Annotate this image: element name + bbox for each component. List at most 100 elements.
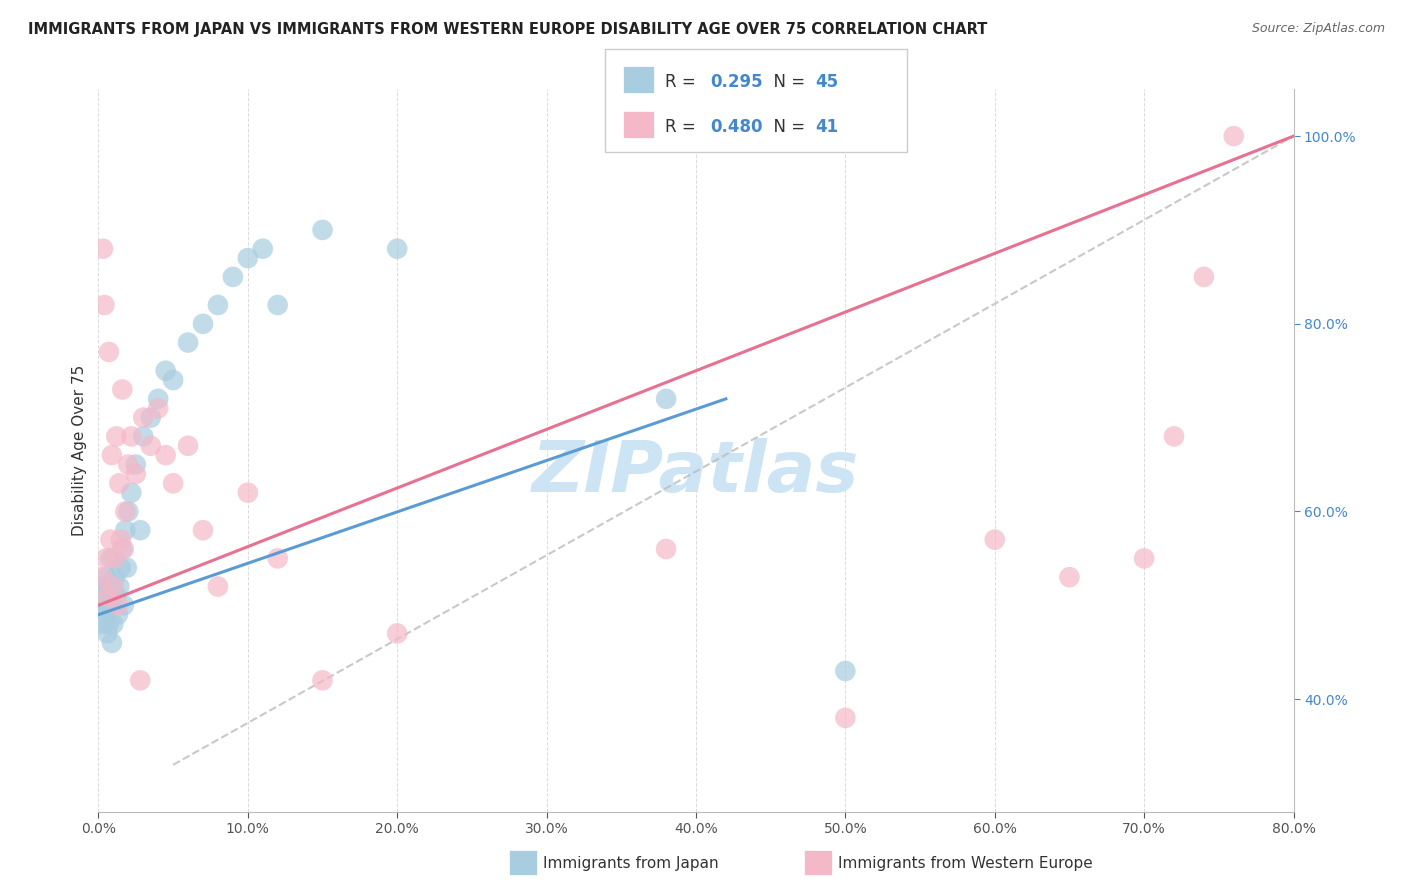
Point [105,429,128,443]
Text: 45: 45 [815,72,838,91]
Point [103,580,125,594]
Text: 41: 41 [815,118,838,136]
Point [97,617,120,632]
Point [207,298,229,312]
Point [1192,269,1215,284]
Text: Immigrants from Japan: Immigrants from Japan [543,856,718,871]
Point [191,317,214,331]
Point [655,392,678,406]
Point [91,617,114,632]
Point [834,664,856,678]
Point [115,560,138,574]
Point [129,673,152,688]
Text: R =: R = [665,72,702,91]
Point [1133,551,1156,566]
Point [101,636,124,650]
Point [139,439,162,453]
Point [129,523,152,537]
Point [155,448,177,462]
Point [117,504,139,518]
Point [98,599,122,613]
Point [236,485,259,500]
Point [105,589,128,603]
Point [111,383,134,397]
Point [91,580,114,594]
Point [132,429,155,443]
Point [97,580,120,594]
Point [252,242,274,256]
Point [94,570,117,584]
Point [125,467,148,481]
Point [112,599,135,613]
Text: R =: R = [665,118,702,136]
Point [177,439,200,453]
Text: ZIPatlas: ZIPatlas [533,438,859,507]
Point [112,541,135,556]
Point [110,533,132,547]
Text: 0.480: 0.480 [710,118,762,136]
Text: Immigrants from Western Europe: Immigrants from Western Europe [838,856,1092,871]
Point [114,504,136,518]
Point [93,589,115,603]
Text: N =: N = [763,72,811,91]
Point [139,410,162,425]
Point [98,533,122,547]
Point [132,410,155,425]
Point [311,673,333,688]
Point [117,458,139,472]
Point [155,364,177,378]
Point [120,429,142,443]
Point [101,589,124,603]
Point [114,523,136,537]
Point [104,570,127,584]
Point [90,570,112,584]
Point [120,485,142,500]
Text: IMMIGRANTS FROM JAPAN VS IMMIGRANTS FROM WESTERN EUROPE DISABILITY AGE OVER 75 C: IMMIGRANTS FROM JAPAN VS IMMIGRANTS FROM… [28,22,987,37]
Text: N =: N = [763,118,815,136]
Point [834,711,856,725]
Text: Source: ZipAtlas.com: Source: ZipAtlas.com [1251,22,1385,36]
Point [107,607,129,622]
Point [98,551,122,566]
Point [385,242,409,256]
Point [148,401,170,416]
Point [96,599,118,613]
Point [655,541,678,556]
Point [97,345,120,359]
Point [385,626,409,640]
Point [125,458,148,472]
Point [91,242,114,256]
Point [104,551,127,566]
Point [207,580,229,594]
Point [1059,570,1081,584]
Point [267,298,290,312]
Point [267,551,290,566]
Point [94,551,117,566]
Point [96,626,118,640]
Point [90,599,112,613]
Point [111,541,134,556]
Point [984,533,1007,547]
Point [311,223,333,237]
Y-axis label: Disability Age Over 75: Disability Age Over 75 [72,365,87,536]
Point [94,607,117,622]
Point [162,373,184,387]
Point [177,335,200,350]
Point [191,523,214,537]
Point [107,599,129,613]
Point [222,269,245,284]
Point [108,580,131,594]
Point [1163,429,1185,443]
Point [103,580,125,594]
Text: 0.295: 0.295 [710,72,762,91]
Point [108,476,131,491]
Point [103,617,125,632]
Point [162,476,184,491]
Point [96,589,118,603]
Point [93,298,115,312]
Point [101,448,124,462]
Point [148,392,170,406]
Point [110,560,132,574]
Point [1223,129,1246,144]
Point [236,251,259,265]
